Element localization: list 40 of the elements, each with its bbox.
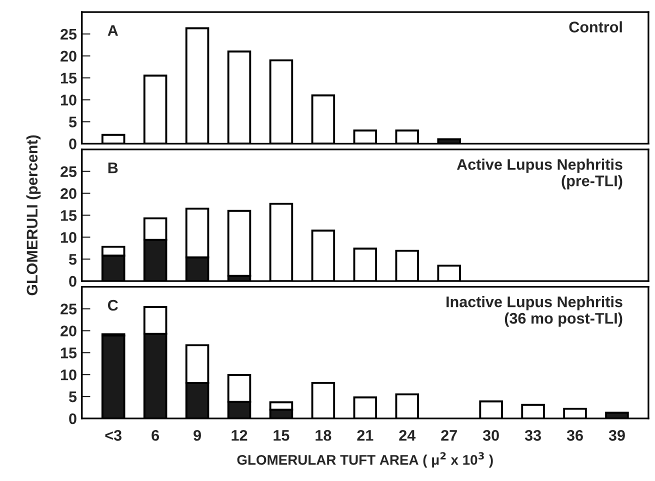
y-tick-label: 20: [60, 188, 76, 199]
y-tick-label: 5: [68, 392, 77, 402]
x-tick-label: 21: [357, 430, 374, 441]
annotation: A: [108, 25, 118, 36]
x-tick-label: 36: [566, 430, 583, 441]
x-tick-label: 15: [274, 430, 290, 441]
x-tick-label: 18: [316, 430, 332, 441]
bar: [227, 210, 252, 277]
y-tick-label: 5: [68, 116, 77, 128]
y-tick-label: 10: [60, 94, 76, 106]
y-tick-label: 0: [69, 276, 76, 287]
x-axis-title: GLOMERULAR TUFT AREA ( μ$^{2}$ x 10$^{3}$ ): [237, 452, 493, 468]
y-axis-title: GLOMERULI (percent): [26, 135, 41, 296]
y-tick-label: 15: [60, 210, 77, 221]
y-tick-label: 10: [60, 232, 76, 243]
y-tick-label: 10: [60, 369, 76, 380]
y-tick-label: 25: [60, 304, 77, 314]
x-tick-label: 33: [524, 430, 541, 441]
x-tick-label: 6: [152, 430, 160, 441]
y-tick-label: 20: [60, 326, 76, 336]
x-tick-label: 39: [608, 430, 625, 441]
annotation: C: [108, 300, 118, 311]
y-tick-label: 0: [69, 138, 76, 150]
x-tick-label: 30: [482, 430, 499, 441]
text: Active Lupus Nephritis (pre-TLI): [456, 158, 622, 190]
y-tick-label: 15: [60, 348, 77, 358]
x-tick-label: <3: [105, 430, 122, 441]
y-tick-label: 25: [60, 166, 77, 178]
y-tick-label: 5: [68, 254, 77, 265]
y-tick-label: 15: [60, 72, 77, 84]
y-tick-label: 20: [60, 50, 76, 62]
text: Inactive Lupus Nephritis (36 mo post-TLI): [446, 296, 622, 327]
y-tick-label: 0: [69, 413, 76, 424]
x-tick-label: 12: [232, 430, 248, 441]
chart-title: Control: [569, 21, 622, 32]
x-tick-label: 9: [194, 430, 201, 441]
x-tick-label: 24: [399, 430, 416, 441]
x-tick-label: 27: [441, 430, 457, 441]
y-tick-label: 25: [60, 28, 77, 40]
annotation: B: [108, 162, 118, 174]
